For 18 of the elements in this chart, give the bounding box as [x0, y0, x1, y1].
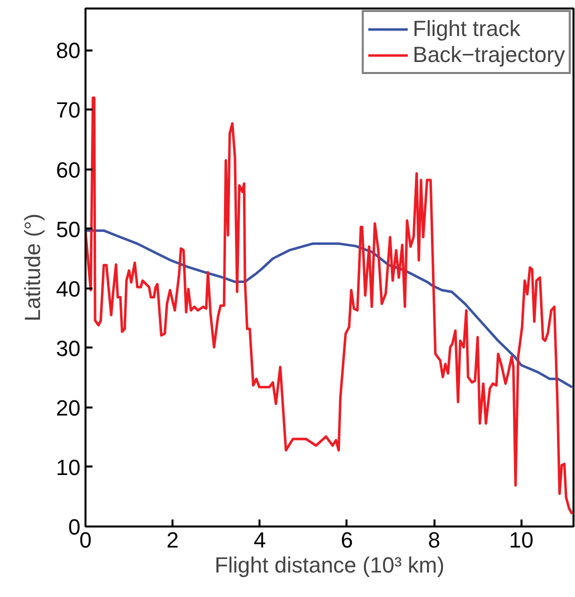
y-tick-label: 10 — [56, 454, 81, 480]
legend-label: Flight track — [412, 16, 520, 42]
x-tick-label: 4 — [254, 528, 266, 552]
x-tick-label: 2 — [166, 528, 179, 552]
legend-label: Back−trajectory — [412, 42, 565, 68]
y-tick-label: 20 — [56, 395, 81, 420]
x-tick-label: 10 — [508, 528, 534, 552]
y-tick-label: 40 — [56, 276, 81, 302]
x-axis-title: Flight distance (10³ km) — [214, 552, 444, 578]
x-tick-label: 8 — [428, 528, 440, 552]
x-tick-label: 6 — [340, 528, 354, 552]
line-series — [86, 96, 574, 516]
y-tick-label: 70 — [56, 98, 81, 123]
y-tick-label: 30 — [56, 336, 81, 361]
y-axis-title: Latitude (°) — [20, 214, 46, 322]
y-tick-label: 60 — [56, 157, 81, 182]
y-tick-label: 50 — [56, 216, 81, 242]
y-tick-label: 80 — [56, 38, 81, 64]
